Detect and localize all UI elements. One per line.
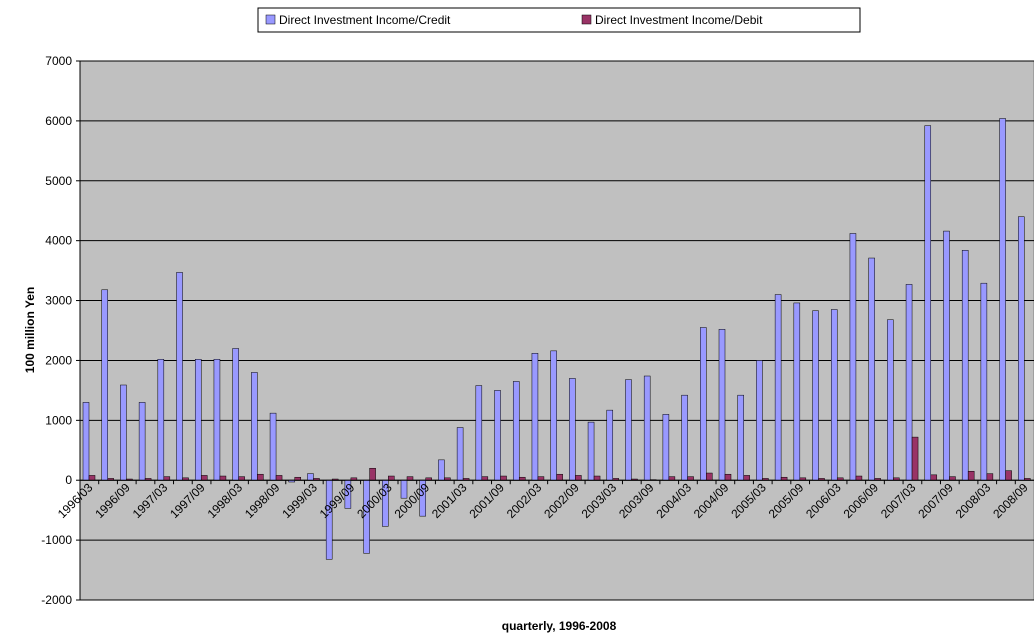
bar (512, 381, 520, 481)
bar (213, 358, 221, 481)
bar (200, 475, 208, 481)
bar (88, 475, 96, 481)
bar (737, 394, 744, 481)
bar (481, 476, 489, 481)
legend-label: Direct Investment Income/Debit (595, 13, 763, 27)
bar (724, 473, 732, 481)
bar (718, 329, 726, 481)
bar (388, 475, 395, 481)
bar (774, 294, 782, 481)
bar (257, 473, 264, 481)
bar (456, 427, 464, 481)
bar (980, 282, 988, 481)
bar (662, 414, 670, 481)
bar (537, 476, 545, 481)
bar (986, 473, 994, 481)
bar (793, 302, 801, 481)
bar (569, 378, 576, 481)
bar (924, 125, 932, 481)
bar (232, 348, 239, 481)
bar (556, 473, 563, 481)
y-tick-label: -2000 (41, 593, 72, 607)
bar (643, 375, 651, 481)
bar (1018, 216, 1025, 481)
bar (157, 358, 165, 481)
bar (238, 476, 245, 481)
y-tick-label: 7000 (45, 54, 72, 68)
bar (1005, 470, 1012, 481)
bar (700, 327, 707, 481)
bar (706, 472, 713, 481)
bar (307, 473, 314, 481)
y-tick-label: 1000 (45, 413, 72, 427)
bar (176, 272, 183, 481)
bar (681, 394, 688, 481)
bar (999, 118, 1006, 481)
bar (905, 284, 913, 481)
bar (475, 385, 483, 481)
bar (531, 353, 539, 481)
bar (949, 476, 956, 481)
bar (849, 233, 857, 481)
legend-swatch (581, 14, 592, 25)
bar (961, 249, 969, 481)
bar (812, 310, 819, 481)
bar (101, 289, 108, 481)
bar (668, 476, 676, 481)
plot-area (79, 60, 1034, 601)
y-tick-label: 6000 (45, 114, 72, 128)
bar (587, 421, 595, 481)
y-tick-label: 4000 (45, 234, 72, 248)
bar (120, 384, 127, 481)
bar (275, 475, 283, 481)
bar (830, 309, 838, 481)
legend (257, 7, 861, 33)
y-tick-label: -1000 (41, 533, 72, 547)
bar (269, 412, 277, 481)
bar (575, 475, 582, 481)
bar (500, 475, 507, 481)
bar (494, 390, 501, 481)
bar (194, 358, 202, 481)
y-axis-title: 100 million Yen (23, 287, 37, 373)
y-tick-label: 2000 (45, 353, 72, 367)
y-tick-label: 5000 (45, 174, 72, 188)
bar (855, 475, 863, 481)
bar (606, 409, 614, 481)
x-axis-title: quarterly, 1996-2008 (502, 619, 617, 633)
bar (743, 475, 750, 481)
bar (911, 436, 919, 481)
bar (943, 230, 950, 481)
bar (163, 476, 171, 481)
bar (438, 459, 445, 481)
bar (868, 257, 875, 481)
bar (138, 402, 146, 481)
legend-label: Direct Investment Income/Credit (279, 13, 451, 27)
bar (930, 474, 938, 481)
bar (251, 372, 258, 481)
bar (82, 402, 90, 481)
bar (625, 379, 632, 481)
bar (756, 360, 763, 481)
bar (887, 319, 894, 481)
y-tick-label: 0 (65, 473, 72, 487)
bar (369, 467, 376, 481)
bar (550, 350, 557, 481)
bar (406, 476, 414, 481)
y-tick-label: 3000 (45, 294, 72, 308)
bar (593, 475, 601, 481)
legend-swatch (265, 14, 276, 25)
bar (967, 470, 975, 481)
bar (219, 475, 227, 481)
bar (687, 476, 694, 481)
